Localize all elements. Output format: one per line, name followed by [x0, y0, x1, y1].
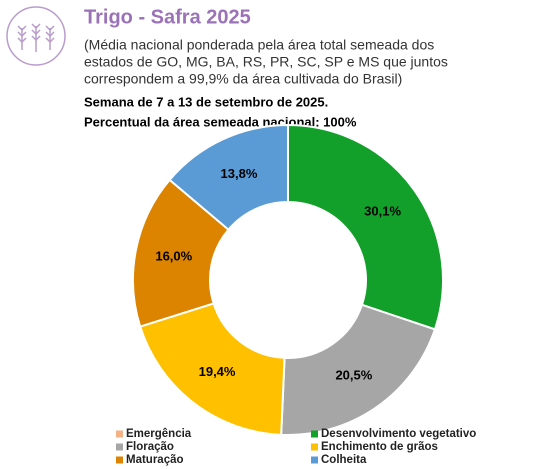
- slice: [280, 303, 437, 436]
- value-label: 30,1%: [364, 203, 401, 218]
- legend-marker: [116, 430, 123, 438]
- legend-label: Colheita: [321, 454, 367, 466]
- legend-marker: [311, 443, 318, 451]
- legend-label: Desenvolvimento vegetativo: [321, 428, 476, 440]
- legend-label: Enchimento de grãos: [321, 441, 438, 453]
- subtitle: correspondem a 99,9% da área cultivada d…: [84, 71, 402, 87]
- slice: [138, 302, 286, 436]
- value-label: 13,8%: [221, 166, 258, 181]
- annotation: Semana de 7 a 13 de setembro de 2025.: [84, 94, 328, 109]
- value-label: 20,5%: [335, 368, 372, 383]
- chart-title: Trigo - Safra 2025: [84, 6, 251, 28]
- subtitle: estados de GO, MG, BA, RS, PR, SC, SP e …: [84, 54, 448, 70]
- value-label: 19,4%: [199, 364, 236, 379]
- wheat-icon: [6, 6, 66, 66]
- legend-marker: [116, 443, 123, 451]
- slice: [132, 178, 230, 328]
- legend-marker: [311, 430, 318, 438]
- slice: [287, 123, 444, 331]
- subtitle: (Média nacional ponderada pela área tota…: [84, 37, 434, 53]
- value-label: 16,0%: [155, 248, 192, 263]
- legend-label: Floração: [126, 441, 174, 453]
- legend-label: Maturação: [126, 454, 184, 466]
- legend-marker: [116, 456, 123, 464]
- legend-marker: [311, 456, 318, 464]
- legend-label: Emergência: [126, 428, 192, 440]
- slice: [168, 123, 289, 232]
